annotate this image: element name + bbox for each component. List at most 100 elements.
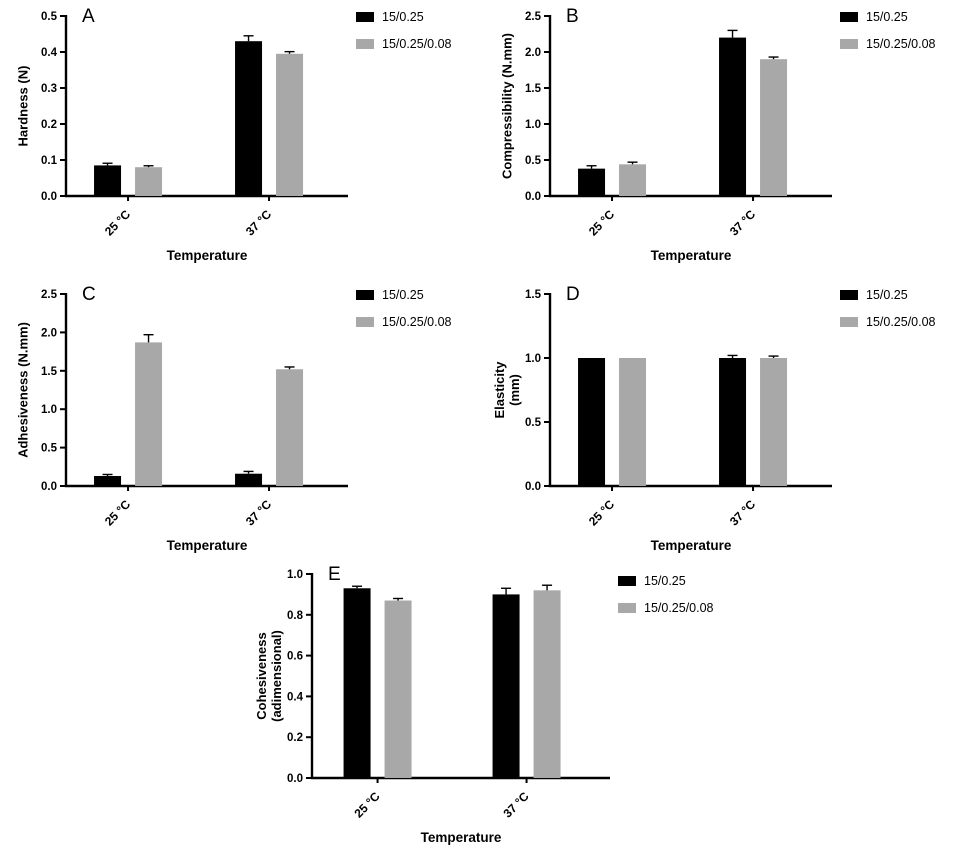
bar-plot-cohesiveness: 0.0 0.2 0.4 0.6 0.8 1.0 25 °C 37 °C <box>287 569 610 820</box>
svg-text:37 °C: 37 °C <box>243 497 274 528</box>
svg-text:25 °C: 25 °C <box>351 789 382 820</box>
panel-adhesiveness: 0.0 0.5 1.0 1.5 2.0 2.5 25 °C 37 °C C Adhesiven… <box>2 280 480 566</box>
legend-swatch-black <box>618 576 636 586</box>
legend-swatch-black <box>356 290 374 300</box>
legend-item: 15/0.25 <box>356 288 452 302</box>
legend-item: 15/0.25/0.08 <box>618 601 714 615</box>
legend-swatch-gray <box>840 39 858 49</box>
legend-label: 15/0.25 <box>866 10 908 24</box>
svg-text:1.0: 1.0 <box>287 569 303 581</box>
panel-letter: C <box>82 284 96 305</box>
legend-swatch-black <box>356 12 374 22</box>
legend-swatch-black <box>840 290 858 300</box>
svg-text:0.0: 0.0 <box>287 773 303 785</box>
svg-text:0.6: 0.6 <box>287 651 303 663</box>
svg-text:2.5: 2.5 <box>41 289 58 301</box>
svg-text:2.0: 2.0 <box>41 327 57 339</box>
legend-swatch-gray <box>356 317 374 327</box>
svg-text:0.2: 0.2 <box>287 732 303 744</box>
legend-swatch-gray <box>356 39 374 49</box>
svg-text:0.4: 0.4 <box>287 691 304 703</box>
svg-text:0.0: 0.0 <box>41 191 57 203</box>
legend-item: 15/0.25 <box>840 10 936 24</box>
legend-item: 15/0.25/0.08 <box>840 315 936 329</box>
legend-label: 15/0.25 <box>866 288 908 302</box>
legend-label: 15/0.25/0.08 <box>644 601 714 615</box>
svg-text:25 °C: 25 °C <box>102 207 133 238</box>
legend-swatch-black <box>840 12 858 22</box>
svg-text:0.0: 0.0 <box>525 191 541 203</box>
svg-text:1.0: 1.0 <box>525 353 541 365</box>
svg-text:25 °C: 25 °C <box>102 497 133 528</box>
bar-plot-adhesiveness: 0.0 0.5 1.0 1.5 2.0 2.5 25 °C 37 °C <box>41 289 348 528</box>
svg-text:0.8: 0.8 <box>287 610 304 622</box>
svg-text:0.5: 0.5 <box>525 417 542 429</box>
legend: 15/0.25 15/0.25/0.08 <box>840 10 936 64</box>
panel-letter: E <box>328 564 341 585</box>
svg-text:1.0: 1.0 <box>525 119 541 131</box>
y-axis-label-line: Cohesiveness <box>254 632 270 720</box>
y-axis-label-line: (adimensional) <box>269 630 284 722</box>
legend-item: 15/0.25/0.08 <box>840 37 936 51</box>
svg-text:1.0: 1.0 <box>41 404 57 416</box>
svg-text:1.5: 1.5 <box>525 83 542 95</box>
panel-letter: B <box>566 6 579 27</box>
svg-text:0.0: 0.0 <box>41 481 57 493</box>
legend: 15/0.25 15/0.25/0.08 <box>840 288 936 342</box>
x-axis-label: Temperature <box>166 248 248 263</box>
y-axis-label: Compressibility (N.mm) <box>499 33 516 179</box>
svg-text:0.0: 0.0 <box>525 481 541 493</box>
legend-label: 15/0.25 <box>644 574 686 588</box>
y-axis-label-line: Adhesiveness (N.mm) <box>15 322 31 458</box>
svg-text:0.5: 0.5 <box>525 155 542 167</box>
bar-plot-compressibility: 0.0 0.5 1.0 1.5 2.0 2.5 25 °C 37 °C <box>525 11 832 238</box>
svg-text:37 °C: 37 °C <box>243 207 274 238</box>
legend-item: 15/0.25 <box>618 574 714 588</box>
legend-item: 15/0.25 <box>840 288 936 302</box>
legend-label: 15/0.25 <box>382 288 424 302</box>
svg-text:0.5: 0.5 <box>41 11 58 23</box>
svg-text:1.5: 1.5 <box>41 366 58 378</box>
legend-swatch-gray <box>840 317 858 327</box>
legend-label: 15/0.25/0.08 <box>382 315 452 329</box>
x-axis-label: Temperature <box>650 538 732 553</box>
legend-item: 15/0.25/0.08 <box>356 315 452 329</box>
svg-text:37 °C: 37 °C <box>500 789 531 820</box>
legend-label: 15/0.25/0.08 <box>382 37 452 51</box>
legend-label: 15/0.25/0.08 <box>866 315 936 329</box>
legend: 15/0.25 15/0.25/0.08 <box>618 574 714 628</box>
svg-text:2.5: 2.5 <box>525 11 542 23</box>
y-axis-label: Adhesiveness (N.mm) <box>15 322 32 458</box>
panel-cohesiveness: 0.0 0.2 0.4 0.6 0.8 1.0 25 °C 37 °C E Cohesiven… <box>248 560 742 860</box>
panel-hardness: 0.0 0.1 0.2 0.3 0.4 0.5 25 °C 37 °C A Hardness … <box>2 2 480 276</box>
x-axis-label: Temperature <box>650 248 732 263</box>
y-axis-label-line: Compressibility (N.mm) <box>499 33 515 179</box>
svg-text:2.0: 2.0 <box>525 47 541 59</box>
svg-text:1.5: 1.5 <box>525 289 542 301</box>
legend-item: 15/0.25/0.08 <box>356 37 452 51</box>
y-axis-label-line: Elasticity <box>492 361 508 419</box>
panel-letter: A <box>82 6 95 27</box>
bar-plot-elasticity: 0.0 0.5 1.0 1.5 25 °C 37 °C <box>525 289 832 528</box>
svg-text:37 °C: 37 °C <box>727 497 758 528</box>
x-axis-label: Temperature <box>166 538 248 553</box>
legend-item: 15/0.25 <box>356 10 452 24</box>
panel-letter: D <box>566 284 580 305</box>
y-axis-label-line: Hardness (N) <box>15 65 31 147</box>
svg-text:0.5: 0.5 <box>41 443 58 455</box>
svg-text:25 °C: 25 °C <box>586 497 617 528</box>
svg-text:0.4: 0.4 <box>41 47 58 59</box>
x-axis-label: Temperature <box>420 830 502 845</box>
panel-compressibility: 0.0 0.5 1.0 1.5 2.0 2.5 25 °C 37 °C B Compressi… <box>486 2 964 276</box>
bar-plot-hardness: 0.0 0.1 0.2 0.3 0.4 0.5 25 °C 37 °C <box>41 11 348 238</box>
legend: 15/0.25 15/0.25/0.08 <box>356 288 452 342</box>
y-axis-label: Cohesiveness (adimensional) <box>254 630 285 722</box>
legend-swatch-gray <box>618 603 636 613</box>
y-axis-label-line: (mm) <box>507 374 522 406</box>
svg-text:37 °C: 37 °C <box>727 207 758 238</box>
svg-text:0.2: 0.2 <box>41 119 57 131</box>
y-axis-label: Elasticity (mm) <box>492 361 523 419</box>
svg-text:0.3: 0.3 <box>41 83 57 95</box>
legend-label: 15/0.25 <box>382 10 424 24</box>
